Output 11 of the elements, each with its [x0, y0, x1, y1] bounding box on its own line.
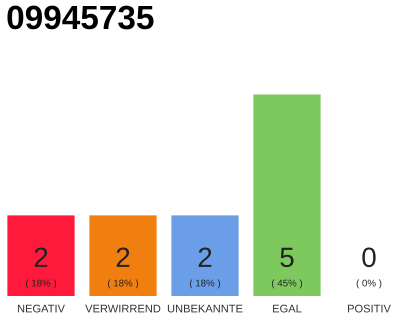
x-tick-label: POSITIV [348, 304, 391, 312]
x-tick-label: EGAL [273, 304, 302, 312]
data-label: 0 ( 0% ) [356, 248, 382, 288]
x-tick-label: VERWIRREND [85, 304, 160, 312]
data-label: 2 ( 18% ) [26, 248, 56, 288]
chart-title: 09945735 [7, 6, 154, 30]
x-tick-label: UNBEKANNTE [168, 304, 242, 312]
data-label: 2 ( 18% ) [190, 248, 220, 288]
data-label: 2 ( 18% ) [108, 248, 138, 288]
data-label: 5 ( 45% ) [272, 248, 302, 288]
x-tick-label: NEGATIV [18, 304, 65, 312]
